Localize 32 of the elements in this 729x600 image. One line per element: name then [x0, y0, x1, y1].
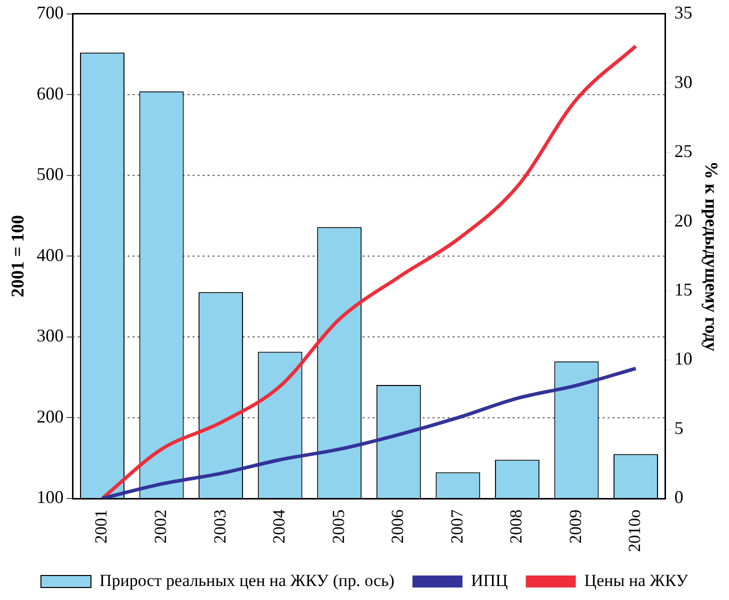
y-tick-label: 300 — [36, 326, 64, 346]
y-tick-label: 400 — [36, 244, 64, 265]
y2-tick-label: 20 — [674, 210, 692, 230]
y2-tick-label: 25 — [674, 141, 692, 162]
y2-tick-label: 35 — [674, 2, 692, 23]
y-tick-label: 700 — [36, 2, 64, 23]
x-tick-label: 2002 — [150, 510, 170, 544]
y-tick-label: 100 — [36, 487, 64, 508]
y2-axis-title: % к предыдущему году — [702, 161, 722, 352]
x-tick-label: 2003 — [210, 510, 230, 544]
x-tick-label: 2005 — [328, 510, 348, 544]
y2-tick-label: 30 — [674, 72, 692, 92]
y2-tick-label: 10 — [674, 348, 692, 369]
y2-tick-label: 0 — [674, 487, 684, 508]
legend-label: Прирост реальных цен на ЖКУ (пр. ось) — [99, 570, 394, 590]
x-tick-label: 2010о — [625, 510, 644, 552]
y-axis-title: 2001 = 100 — [7, 215, 28, 298]
line-series — [100, 366, 638, 498]
x-tick-label: 2008 — [506, 510, 526, 544]
legend-label: Цены на ЖКУ — [584, 570, 690, 590]
x-tick-label: 2004 — [270, 509, 289, 544]
x-tick-label: 2009 — [566, 510, 585, 544]
x-tick-label: 2006 — [388, 510, 408, 544]
x-tick-label: 2001 — [92, 510, 111, 544]
y-tick-label: 200 — [36, 406, 64, 426]
x-tick-label: 2007 — [447, 509, 466, 544]
line-series — [100, 44, 638, 498]
y-tick-label: 600 — [36, 83, 64, 104]
y-tick-label: 500 — [36, 164, 64, 184]
y2-tick-label: 15 — [674, 280, 692, 300]
legend-label: ИПЦ — [470, 570, 508, 590]
y2-tick-label: 5 — [674, 418, 684, 438]
